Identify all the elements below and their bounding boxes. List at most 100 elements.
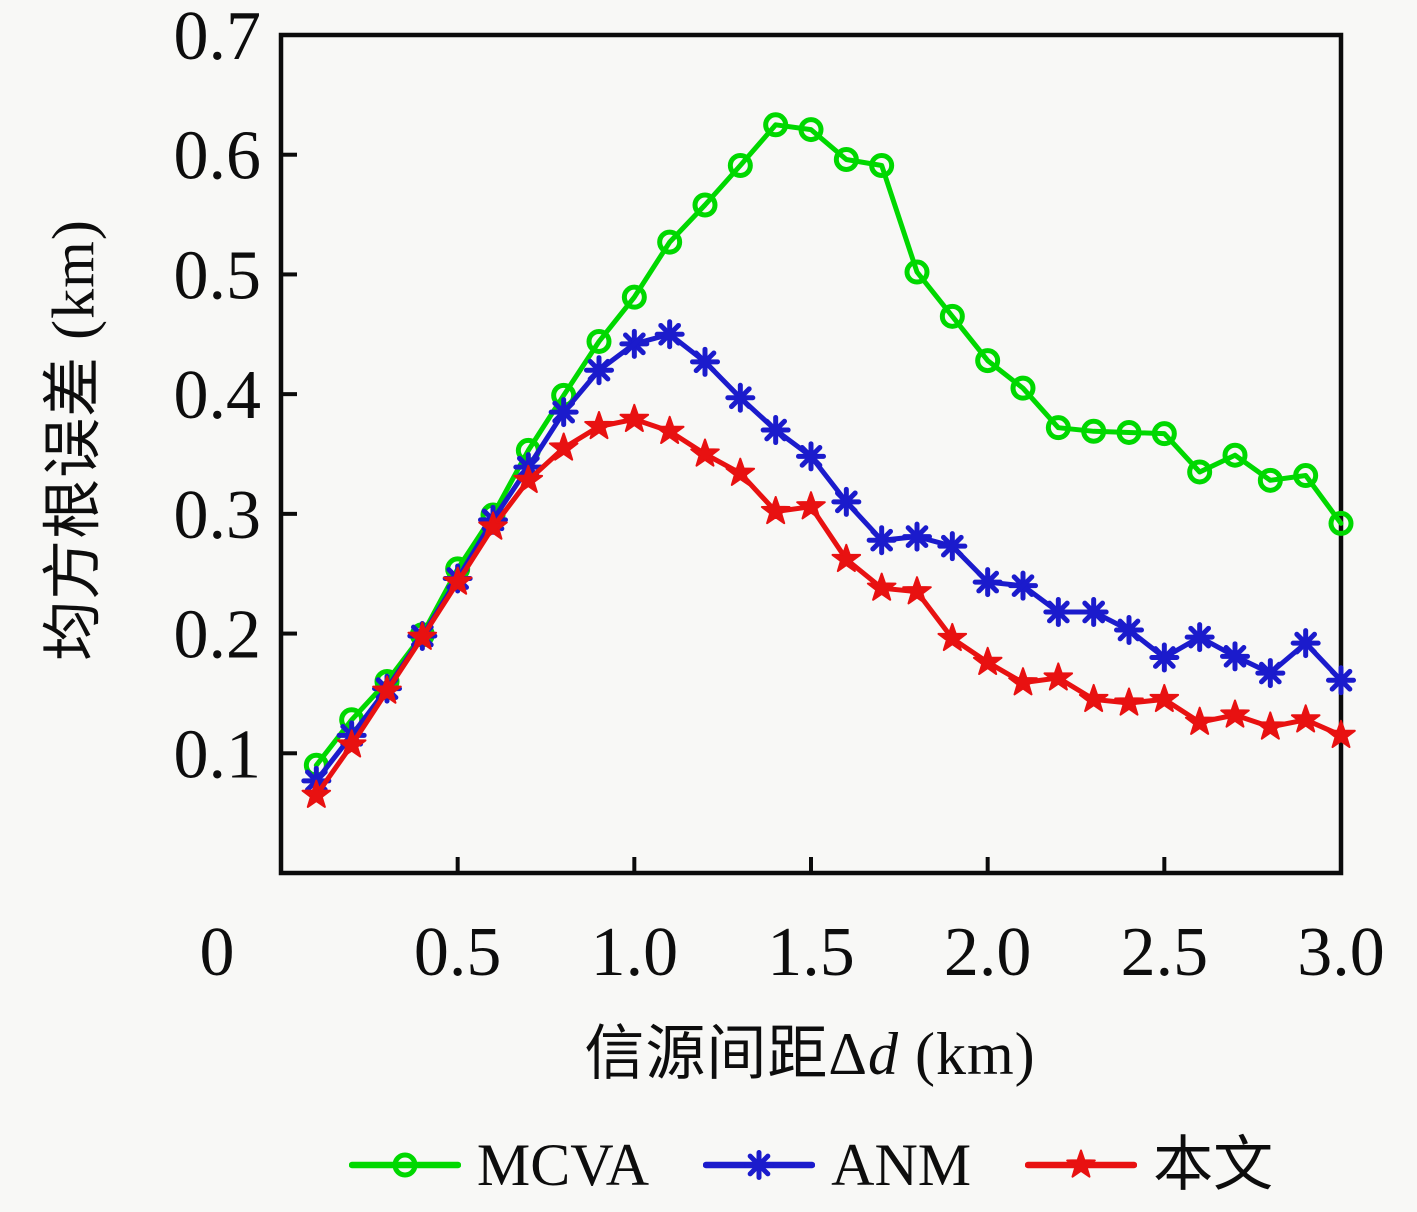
asterisk-marker	[1294, 631, 1318, 655]
asterisk-marker	[834, 490, 858, 514]
circle-marker	[1187, 459, 1213, 485]
asterisk-marker	[552, 400, 576, 424]
y-tick-label: 0.3	[174, 477, 262, 554]
x-tick-label: 0.5	[414, 914, 502, 991]
asterisk-marker	[976, 570, 1000, 594]
star-marker	[584, 411, 614, 440]
star-marker	[902, 576, 932, 605]
star-marker	[513, 464, 544, 494]
legend-marker-star	[1025, 1149, 1138, 1178]
asterisk-marker	[728, 386, 752, 410]
star-marker	[1066, 1149, 1096, 1178]
circle-marker	[904, 259, 930, 285]
asterisk-marker	[1329, 668, 1353, 692]
x-axis-title-suffix: (km)	[898, 1021, 1036, 1087]
star-marker	[972, 646, 1003, 675]
asterisk-marker	[1011, 574, 1035, 598]
y-tick-label: 0.5	[174, 237, 262, 314]
asterisk-marker	[747, 1153, 771, 1177]
star-marker	[1220, 699, 1250, 728]
asterisk-marker	[870, 528, 894, 552]
circle-marker	[1010, 375, 1036, 401]
circle-marker	[727, 152, 753, 178]
legend-marker-asterisk	[703, 1150, 816, 1180]
star-marker	[1149, 683, 1180, 713]
star-marker	[1326, 719, 1356, 749]
legend-item-本文: 本文	[1025, 1135, 1273, 1195]
series-mcva	[303, 112, 1354, 778]
x-axis-title-variable: d	[867, 1021, 899, 1087]
asterisk-marker	[905, 525, 929, 548]
circle-marker	[798, 117, 824, 143]
circle-marker	[692, 192, 718, 218]
star-marker	[866, 572, 897, 601]
asterisk-marker	[1223, 644, 1247, 668]
y-tick-label: 0.6	[174, 118, 262, 195]
circle-marker	[1222, 442, 1248, 468]
circle-marker	[1328, 510, 1354, 536]
series-本文	[301, 403, 1356, 808]
x-tick-label: 3.0	[1297, 914, 1385, 991]
star-marker	[725, 457, 756, 486]
asterisk-marker	[799, 445, 823, 468]
asterisk-marker	[658, 322, 682, 346]
star-marker	[796, 491, 826, 520]
y-tick-label: 0.2	[174, 597, 262, 674]
asterisk-marker	[587, 358, 611, 382]
legend: MCVA ANM 本文	[281, 1122, 1341, 1208]
x-tick-label: 2.0	[944, 914, 1032, 991]
x-tick-label: 2.5	[1121, 914, 1209, 991]
circle-marker	[1081, 418, 1107, 444]
star-marker	[1008, 667, 1038, 696]
asterisk-marker	[693, 350, 717, 374]
circle-marker	[833, 147, 859, 173]
circle-marker	[1257, 467, 1283, 493]
star-marker	[831, 543, 862, 573]
x-tick-label: 1.5	[767, 914, 855, 991]
star-marker	[1255, 711, 1286, 740]
circle-marker	[1045, 415, 1071, 441]
legend-marker-circle	[348, 1152, 461, 1178]
y-axis-title: 均方根误差 (km)	[25, 219, 112, 661]
star-marker	[619, 403, 650, 432]
asterisk-marker	[1046, 600, 1070, 624]
circle-marker	[1116, 419, 1142, 445]
legend-label: 本文	[1153, 1132, 1274, 1198]
legend-item-anm: ANM	[703, 1135, 971, 1195]
star-marker	[654, 415, 685, 444]
asterisk-marker	[940, 534, 964, 558]
star-marker	[442, 566, 473, 595]
circle-marker	[975, 348, 1001, 374]
asterisk-marker	[1152, 646, 1176, 669]
star-marker	[1114, 687, 1144, 716]
asterisk-marker	[1258, 661, 1282, 685]
star-marker	[372, 675, 402, 704]
legend-label: ANM	[831, 1132, 972, 1198]
circle-marker	[621, 284, 647, 310]
star-marker	[937, 622, 968, 652]
star-marker	[1078, 683, 1109, 713]
asterisk-marker	[622, 332, 646, 356]
asterisk-marker	[1188, 625, 1212, 649]
star-marker	[407, 621, 438, 650]
legend-label: MCVA	[476, 1132, 650, 1198]
star-marker	[336, 729, 367, 758]
star-marker	[1043, 662, 1074, 691]
asterisk-marker	[764, 418, 788, 442]
x-tick-label: 0	[200, 914, 235, 991]
circle-marker	[1151, 421, 1177, 447]
star-marker	[1184, 706, 1215, 735]
circle-marker	[1293, 463, 1319, 489]
series-line	[313, 122, 1344, 768]
y-axis-title-text: 均方根误差 (km)	[40, 219, 107, 661]
circle-marker	[869, 152, 895, 178]
circle-marker	[392, 1152, 418, 1178]
star-marker	[548, 432, 579, 461]
circle-marker	[657, 229, 683, 255]
asterisk-marker	[1117, 618, 1141, 642]
circle-marker	[939, 303, 965, 329]
x-tick-label: 1.0	[591, 914, 679, 991]
asterisk-marker	[1082, 600, 1106, 624]
